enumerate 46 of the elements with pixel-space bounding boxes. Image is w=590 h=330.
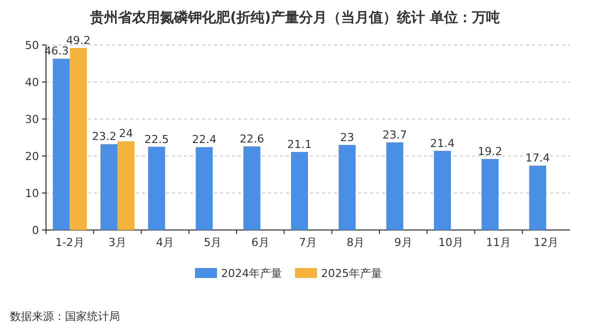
- bar: [243, 146, 260, 230]
- data-label: 22.6: [240, 132, 264, 146]
- data-label: 22.5: [144, 132, 169, 146]
- x-tick-label: 6月: [251, 236, 270, 249]
- x-tick-label: 10月: [438, 236, 464, 249]
- source-note: 数据来源：国家统计局: [10, 310, 120, 323]
- data-label: 22.4: [192, 133, 216, 146]
- x-tick-label: 11月: [486, 236, 512, 249]
- y-tick-label: 10: [25, 187, 39, 200]
- data-label: 21.1: [287, 138, 312, 151]
- bar: [482, 158, 499, 230]
- bar: [70, 48, 87, 230]
- chart-title: 贵州省农用氮磷钾化肥(折纯)产量分月（当月值）统计 单位：万吨: [89, 9, 500, 26]
- bar: [386, 142, 404, 230]
- y-tick-label: 0: [32, 224, 39, 237]
- x-tick-label: 12月: [534, 236, 559, 249]
- legend-label: 2024年产量: [221, 267, 282, 280]
- bar: [52, 58, 70, 230]
- legend-label: 2025年产量: [321, 267, 382, 280]
- bar: [338, 144, 356, 230]
- y-tick-label: 50: [25, 39, 39, 52]
- x-tick-label: 1-2月: [55, 236, 84, 249]
- bar: [291, 152, 308, 230]
- bar: [529, 166, 546, 230]
- x-tick-label: 7月: [299, 236, 317, 249]
- bar: [196, 147, 213, 230]
- bar: [117, 141, 134, 230]
- x-tick-label: 4月: [156, 236, 174, 249]
- data-label: 23.7: [382, 128, 408, 142]
- bar: [434, 150, 451, 230]
- y-tick-label: 20: [25, 150, 39, 163]
- x-tick-label: 3月: [108, 236, 126, 249]
- data-label: 23.2: [92, 130, 116, 144]
- data-label: 23: [340, 130, 354, 144]
- data-label: 24: [118, 127, 133, 140]
- y-tick-label: 40: [25, 76, 39, 89]
- x-tick-label: 8月: [346, 236, 365, 249]
- x-tick-label: 9月: [394, 236, 412, 249]
- data-label: 17.4: [525, 152, 550, 165]
- x-tick-label: 5月: [204, 236, 222, 249]
- y-tick-label: 30: [25, 113, 39, 126]
- data-label: 49.2: [66, 34, 91, 47]
- bar: [148, 146, 166, 230]
- bar: [100, 144, 118, 230]
- data-label: 21.4: [430, 136, 455, 150]
- data-label: 19.2: [478, 144, 502, 158]
